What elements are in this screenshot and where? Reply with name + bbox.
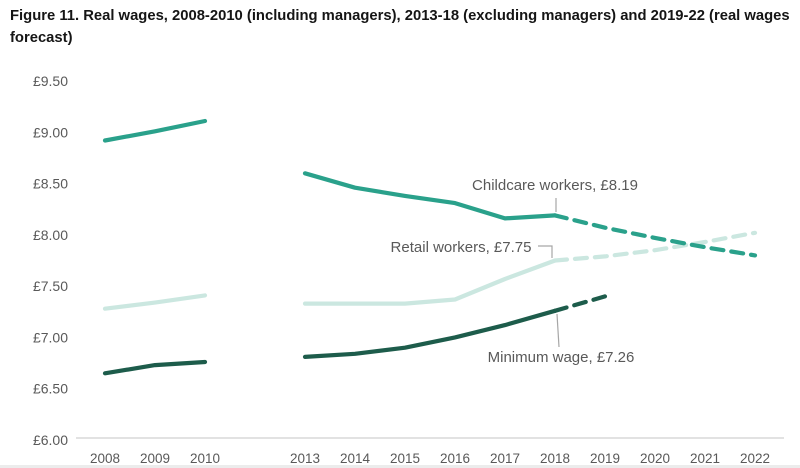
figure-title: Figure 11. Real wages, 2008-2010 (includ… <box>10 8 790 46</box>
annotation-childcare-workers: Childcare workers, £8.19 <box>472 177 638 194</box>
line-minimum-wage-solid <box>102 359 208 376</box>
x-tick-label: 2017 <box>490 451 520 466</box>
y-tick-label: £7.00 <box>33 329 68 345</box>
annotation-retail-workers: Retail workers, £7.75 <box>391 239 532 256</box>
x-tick-label: 2008 <box>90 451 120 466</box>
y-tick-label: £7.50 <box>33 278 68 294</box>
y-tick-label: £9.00 <box>33 124 68 140</box>
y-tick-label: £6.00 <box>33 432 68 448</box>
annotation-minimum-wage: Minimum wage, £7.26 <box>488 349 635 366</box>
x-tick-label: 2010 <box>190 451 220 466</box>
x-tick-label: 2013 <box>290 451 320 466</box>
annotation-leader-minimum-wage <box>556 313 560 348</box>
x-tick-label: 2018 <box>540 451 570 466</box>
y-tick-label: £6.50 <box>33 381 68 397</box>
y-tick-label: £9.50 <box>33 73 68 89</box>
line-retail-workers-dashed <box>552 230 758 263</box>
y-tick-label: £8.00 <box>33 227 68 243</box>
x-tick-label: 2016 <box>440 451 470 466</box>
x-tick-label: 2015 <box>390 451 420 466</box>
x-tick-label: 2014 <box>340 451 371 466</box>
x-tick-label: 2020 <box>640 451 670 466</box>
line-minimum-wage-solid <box>302 308 558 359</box>
line-minimum-wage-dashed <box>552 294 608 313</box>
annotation-leader-retail-workers <box>538 245 553 258</box>
line-retail-workers-solid <box>302 258 558 306</box>
x-tick-label: 2021 <box>690 451 720 466</box>
x-tick-label: 2009 <box>140 451 170 466</box>
line-childcare-workers-solid <box>302 171 558 221</box>
x-tick-label: 2019 <box>590 451 620 466</box>
line-retail-workers-solid <box>102 293 208 311</box>
page-bottom-edge <box>0 465 800 468</box>
line-childcare-workers-dashed <box>552 213 758 258</box>
x-tick-label: 2022 <box>740 451 770 466</box>
y-tick-label: £8.50 <box>33 176 68 192</box>
line-childcare-workers-solid <box>102 118 208 143</box>
